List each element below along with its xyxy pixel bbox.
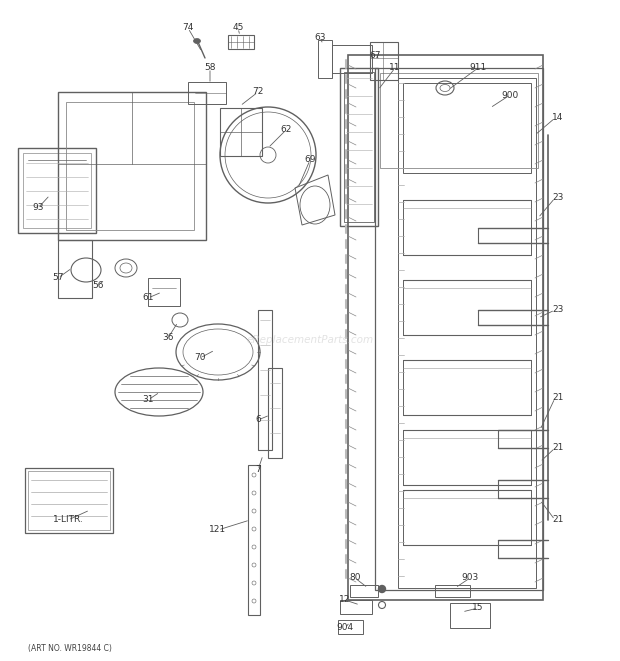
Bar bbox=[348, 55, 543, 600]
Text: 61: 61 bbox=[142, 293, 154, 303]
Text: 74: 74 bbox=[182, 24, 193, 32]
Text: 21: 21 bbox=[552, 444, 564, 453]
Text: 72: 72 bbox=[252, 87, 264, 97]
Bar bbox=[258, 310, 272, 450]
Text: 11: 11 bbox=[389, 63, 401, 73]
Bar bbox=[332, 45, 372, 73]
Bar bbox=[148, 278, 180, 306]
Text: 121: 121 bbox=[210, 525, 226, 535]
Text: 1-LITR.: 1-LITR. bbox=[53, 516, 83, 524]
Bar bbox=[188, 82, 226, 104]
Text: 21: 21 bbox=[552, 393, 564, 403]
Text: 900: 900 bbox=[502, 91, 518, 100]
Bar bbox=[403, 83, 531, 173]
Bar bbox=[58, 92, 206, 240]
Text: 23: 23 bbox=[552, 305, 564, 315]
Text: 31: 31 bbox=[142, 395, 154, 405]
Text: 69: 69 bbox=[304, 155, 316, 165]
Bar bbox=[338, 620, 363, 634]
Text: 58: 58 bbox=[204, 63, 216, 73]
Ellipse shape bbox=[193, 38, 200, 44]
Text: 56: 56 bbox=[92, 280, 104, 290]
Text: 904: 904 bbox=[337, 623, 353, 633]
Bar bbox=[318, 40, 332, 78]
Text: 6: 6 bbox=[255, 416, 261, 424]
Bar bbox=[66, 102, 194, 230]
Bar bbox=[350, 585, 378, 597]
Bar bbox=[450, 603, 490, 628]
Bar bbox=[25, 468, 113, 533]
Text: 7: 7 bbox=[255, 465, 261, 475]
Text: 57: 57 bbox=[52, 274, 64, 282]
Text: 62: 62 bbox=[280, 126, 291, 134]
Bar bbox=[344, 72, 374, 222]
Text: 12: 12 bbox=[339, 596, 351, 605]
Text: 14: 14 bbox=[552, 114, 564, 122]
Bar bbox=[375, 68, 543, 590]
Text: 67: 67 bbox=[370, 50, 381, 59]
Text: (ART NO. WR19844 C): (ART NO. WR19844 C) bbox=[28, 644, 112, 652]
Bar bbox=[340, 600, 372, 614]
Ellipse shape bbox=[378, 586, 386, 592]
Bar bbox=[23, 153, 91, 228]
Text: 36: 36 bbox=[162, 334, 174, 342]
Bar bbox=[370, 42, 398, 80]
Bar bbox=[248, 465, 260, 615]
Text: 93: 93 bbox=[32, 204, 44, 212]
Text: 63: 63 bbox=[314, 34, 326, 42]
Text: 70: 70 bbox=[194, 354, 206, 362]
Bar bbox=[380, 73, 538, 168]
Text: 903: 903 bbox=[461, 574, 479, 582]
Text: 21: 21 bbox=[552, 516, 564, 524]
Text: 911: 911 bbox=[469, 63, 487, 73]
Text: 15: 15 bbox=[472, 603, 484, 613]
Text: 23: 23 bbox=[552, 194, 564, 202]
Text: eReplacementParts.com: eReplacementParts.com bbox=[246, 335, 374, 345]
Text: 80: 80 bbox=[349, 574, 361, 582]
Text: 45: 45 bbox=[232, 24, 244, 32]
Bar bbox=[398, 78, 536, 588]
Bar bbox=[220, 108, 262, 156]
Bar bbox=[268, 368, 282, 458]
Bar bbox=[340, 68, 378, 226]
Bar bbox=[18, 148, 96, 233]
Bar bbox=[435, 585, 470, 597]
Bar bbox=[228, 35, 254, 49]
Bar bbox=[28, 471, 110, 530]
Bar bbox=[58, 240, 92, 298]
